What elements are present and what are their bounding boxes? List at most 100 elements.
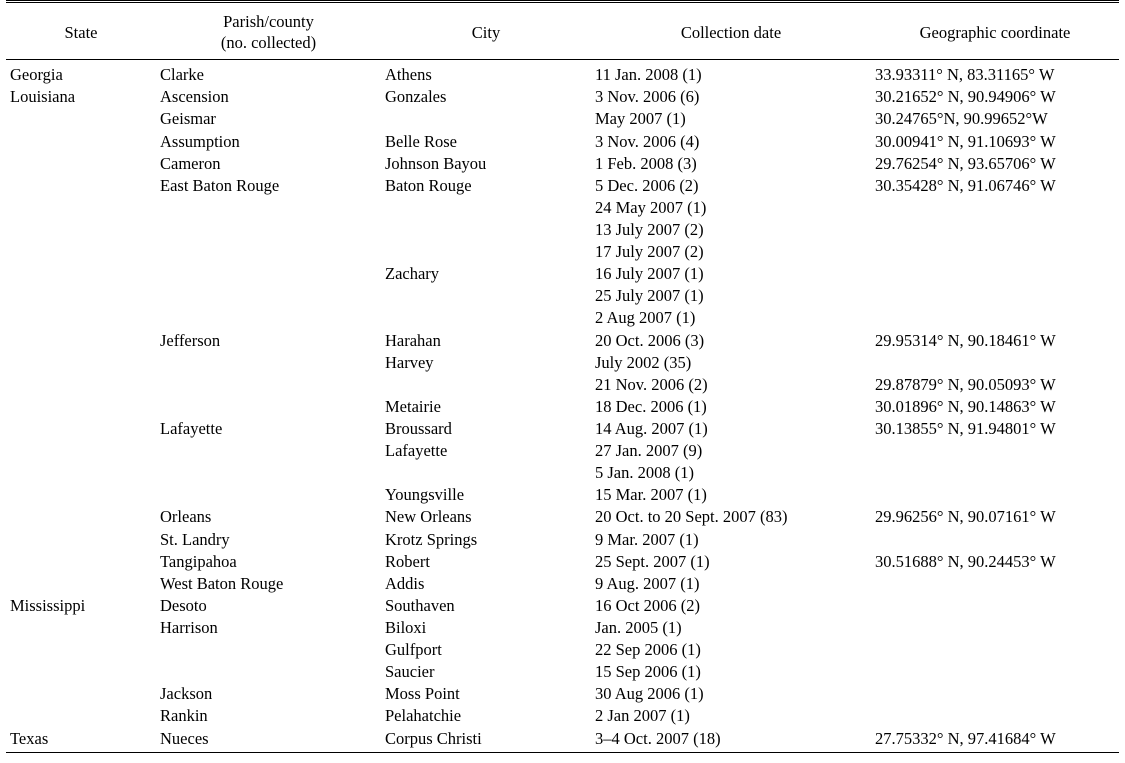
cell-coord (871, 639, 1119, 661)
cell-city: Metairie (381, 395, 591, 417)
cell-parish (156, 484, 381, 506)
cell-parish (156, 351, 381, 373)
cell-date: 2 Aug 2007 (1) (591, 307, 871, 329)
cell-city: Johnson Bayou (381, 152, 591, 174)
collection-table: State Parish/county (no. collected) City… (6, 0, 1119, 753)
cell-city: Baton Rouge (381, 174, 591, 196)
cell-state: Louisiana (6, 86, 156, 108)
cell-coord (871, 661, 1119, 683)
cell-date: 3 Nov. 2006 (6) (591, 86, 871, 108)
cell-city: Harvey (381, 351, 591, 373)
cell-city: Robert (381, 550, 591, 572)
cell-city (381, 108, 591, 130)
cell-city: New Orleans (381, 506, 591, 528)
cell-date: 18 Dec. 2006 (1) (591, 395, 871, 417)
cell-date: 5 Jan. 2008 (1) (591, 462, 871, 484)
cell-city: Biloxi (381, 616, 591, 638)
table-row: Metairie18 Dec. 2006 (1)30.01896° N, 90.… (6, 395, 1119, 417)
cell-parish: Orleans (156, 506, 381, 528)
col-header-coord: Geographic coordinate (871, 2, 1119, 60)
cell-parish: Cameron (156, 152, 381, 174)
cell-state: Mississippi (6, 594, 156, 616)
cell-date: 9 Aug. 2007 (1) (591, 572, 871, 594)
cell-city: Pelahatchie (381, 705, 591, 727)
cell-city: Harahan (381, 329, 591, 351)
cell-parish: Jackson (156, 683, 381, 705)
cell-coord: 29.76254° N, 93.65706° W (871, 152, 1119, 174)
cell-coord: 33.93311° N, 83.31165° W (871, 60, 1119, 86)
cell-date: 11 Jan. 2008 (1) (591, 60, 871, 86)
cell-state: Georgia (6, 60, 156, 86)
cell-state (6, 462, 156, 484)
cell-date: 20 Oct. to 20 Sept. 2007 (83) (591, 506, 871, 528)
table-row: West Baton RougeAddis9 Aug. 2007 (1) (6, 572, 1119, 594)
table-row: OrleansNew Orleans20 Oct. to 20 Sept. 20… (6, 506, 1119, 528)
cell-parish: Tangipahoa (156, 550, 381, 572)
table-row: East Baton RougeBaton Rouge5 Dec. 2006 (… (6, 174, 1119, 196)
cell-parish (156, 241, 381, 263)
cell-state (6, 683, 156, 705)
cell-coord: 29.95314° N, 90.18461° W (871, 329, 1119, 351)
cell-state (6, 661, 156, 683)
cell-coord: 30.01896° N, 90.14863° W (871, 395, 1119, 417)
table-row: 2 Aug 2007 (1) (6, 307, 1119, 329)
cell-state (6, 218, 156, 240)
cell-state (6, 174, 156, 196)
table-row: RankinPelahatchie2 Jan 2007 (1) (6, 705, 1119, 727)
cell-coord (871, 263, 1119, 285)
table-row: 24 May 2007 (1) (6, 196, 1119, 218)
cell-coord (871, 218, 1119, 240)
cell-date: 25 Sept. 2007 (1) (591, 550, 871, 572)
col-header-parish-line2: (no. collected) (221, 33, 316, 52)
cell-date: 15 Sep 2006 (1) (591, 661, 871, 683)
cell-city: Moss Point (381, 683, 591, 705)
cell-parish: Jefferson (156, 329, 381, 351)
cell-date: 20 Oct. 2006 (3) (591, 329, 871, 351)
cell-coord (871, 285, 1119, 307)
cell-state: Texas (6, 727, 156, 752)
cell-city: Addis (381, 572, 591, 594)
cell-date: May 2007 (1) (591, 108, 871, 130)
table-row: 5 Jan. 2008 (1) (6, 462, 1119, 484)
cell-coord (871, 440, 1119, 462)
cell-state (6, 705, 156, 727)
cell-coord: 30.00941° N, 91.10693° W (871, 130, 1119, 152)
cell-city: Broussard (381, 417, 591, 439)
cell-city: Corpus Christi (381, 727, 591, 752)
cell-city (381, 218, 591, 240)
cell-state (6, 263, 156, 285)
cell-coord: 30.24765°N, 90.99652°W (871, 108, 1119, 130)
cell-date: 16 July 2007 (1) (591, 263, 871, 285)
cell-date: 16 Oct 2006 (2) (591, 594, 871, 616)
cell-date: 22 Sep 2006 (1) (591, 639, 871, 661)
table-row: JacksonMoss Point30 Aug 2006 (1) (6, 683, 1119, 705)
cell-coord: 29.96256° N, 90.07161° W (871, 506, 1119, 528)
cell-date: 14 Aug. 2007 (1) (591, 417, 871, 439)
cell-parish: Lafayette (156, 417, 381, 439)
table-row: Saucier15 Sep 2006 (1) (6, 661, 1119, 683)
cell-state (6, 351, 156, 373)
cell-coord (871, 196, 1119, 218)
cell-city (381, 462, 591, 484)
cell-state (6, 285, 156, 307)
table-row: 13 July 2007 (2) (6, 218, 1119, 240)
cell-coord (871, 616, 1119, 638)
cell-state (6, 152, 156, 174)
cell-date: 13 July 2007 (2) (591, 218, 871, 240)
table-row: AssumptionBelle Rose3 Nov. 2006 (4)30.00… (6, 130, 1119, 152)
col-header-city: City (381, 2, 591, 60)
cell-parish (156, 196, 381, 218)
cell-state (6, 572, 156, 594)
cell-city: Saucier (381, 661, 591, 683)
cell-state (6, 440, 156, 462)
table-row: LafayetteBroussard14 Aug. 2007 (1)30.138… (6, 417, 1119, 439)
cell-city: Gulfport (381, 639, 591, 661)
cell-coord: 29.87879° N, 90.05093° W (871, 373, 1119, 395)
cell-state (6, 528, 156, 550)
cell-parish (156, 395, 381, 417)
cell-city: Krotz Springs (381, 528, 591, 550)
table-head: State Parish/county (no. collected) City… (6, 2, 1119, 60)
cell-state (6, 196, 156, 218)
cell-parish (156, 661, 381, 683)
cell-coord: 27.75332° N, 97.41684° W (871, 727, 1119, 752)
